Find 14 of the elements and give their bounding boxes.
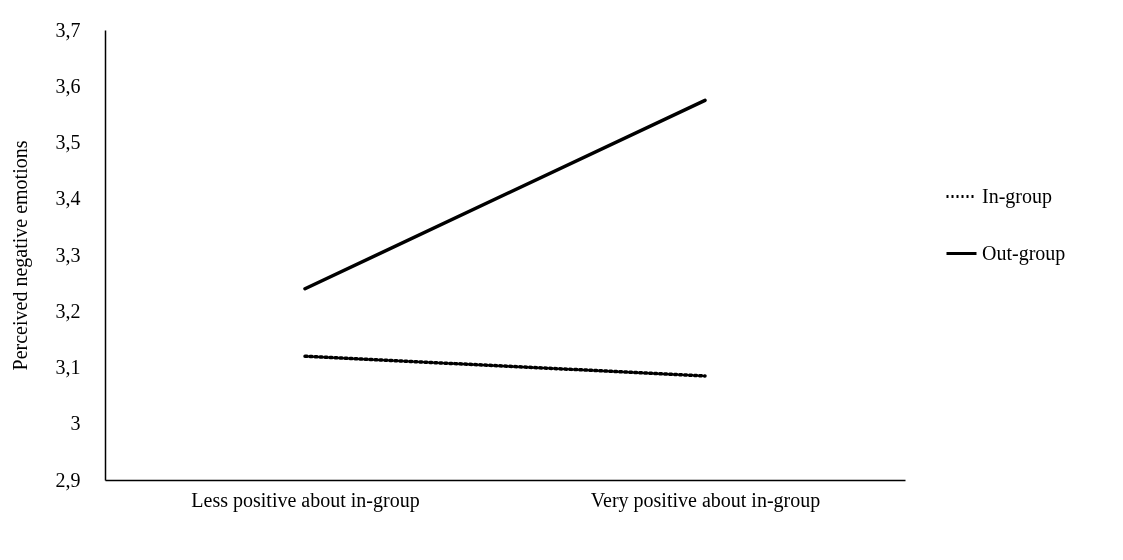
x-tick-label: Less positive about in-group	[191, 488, 420, 512]
y-tick-label: 3,1	[55, 356, 81, 378]
y-axis-title: Perceived negative emotions	[8, 140, 32, 371]
y-tick-label: 3,4	[55, 187, 81, 210]
legend-label: Out-group	[982, 241, 1066, 265]
y-tick-label: 3,7	[55, 18, 81, 41]
y-tick-label: 2,9	[55, 468, 81, 491]
y-tick-label: 3,3	[55, 243, 81, 266]
legend-label: In-group	[982, 184, 1052, 208]
y-tick-label: 3,5	[55, 131, 81, 153]
y-tick-label: 3,2	[55, 299, 81, 322]
x-tick-label: Very positive about in-group	[590, 488, 821, 512]
y-tick-label: 3	[70, 412, 81, 435]
y-tick-label: 3,6	[55, 74, 81, 97]
